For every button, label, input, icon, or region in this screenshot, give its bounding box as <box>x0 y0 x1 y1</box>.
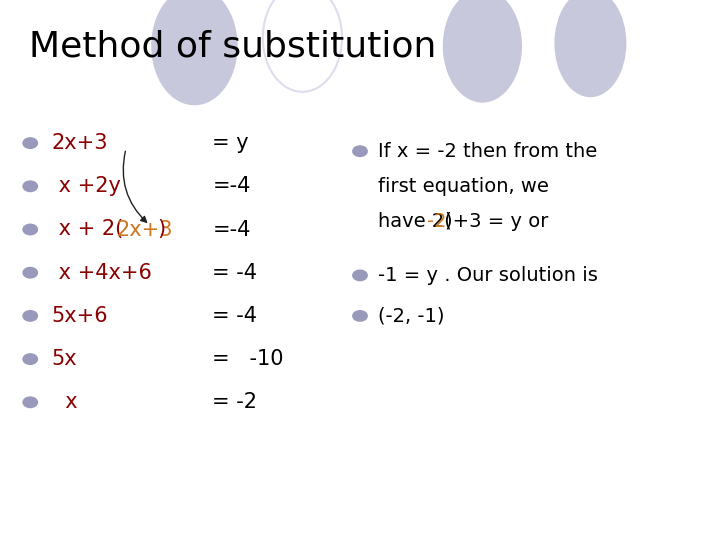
Circle shape <box>352 310 368 322</box>
Ellipse shape <box>443 0 522 103</box>
Text: = -4: = -4 <box>212 262 258 283</box>
Text: =-4: =-4 <box>212 176 251 197</box>
Text: x + 2(: x + 2( <box>52 219 123 240</box>
Circle shape <box>22 267 38 279</box>
Text: If x = -2 then from the: If x = -2 then from the <box>378 141 598 161</box>
Ellipse shape <box>151 0 238 105</box>
Text: have 2(: have 2( <box>378 212 451 231</box>
Text: = -4: = -4 <box>212 306 258 326</box>
Text: 5x+6: 5x+6 <box>52 306 109 326</box>
Circle shape <box>22 224 38 235</box>
Text: x +2y: x +2y <box>52 176 121 197</box>
Circle shape <box>352 269 368 281</box>
Circle shape <box>22 396 38 408</box>
Circle shape <box>22 180 38 192</box>
Text: -2: -2 <box>427 212 446 231</box>
Circle shape <box>352 145 368 157</box>
Text: (-2, -1): (-2, -1) <box>378 306 444 326</box>
Text: )+3 = y or: )+3 = y or <box>445 212 549 231</box>
Text: = -2: = -2 <box>212 392 258 413</box>
Circle shape <box>22 137 38 149</box>
Text: first equation, we: first equation, we <box>378 177 549 196</box>
Text: 5x: 5x <box>52 349 78 369</box>
Circle shape <box>22 310 38 322</box>
FancyArrowPatch shape <box>123 151 147 222</box>
Text: Method of substitution: Method of substitution <box>29 30 436 64</box>
Text: x +4x+6: x +4x+6 <box>52 262 152 283</box>
Ellipse shape <box>554 0 626 97</box>
Text: 2x+3: 2x+3 <box>52 133 108 153</box>
Text: -1 = y . Our solution is: -1 = y . Our solution is <box>378 266 598 285</box>
Text: ): ) <box>158 219 166 240</box>
Text: =-4: =-4 <box>212 219 251 240</box>
Text: =   -10: = -10 <box>212 349 284 369</box>
Circle shape <box>22 353 38 365</box>
Text: x: x <box>52 392 78 413</box>
Text: = y: = y <box>212 133 249 153</box>
Text: 2x+3: 2x+3 <box>117 219 173 240</box>
